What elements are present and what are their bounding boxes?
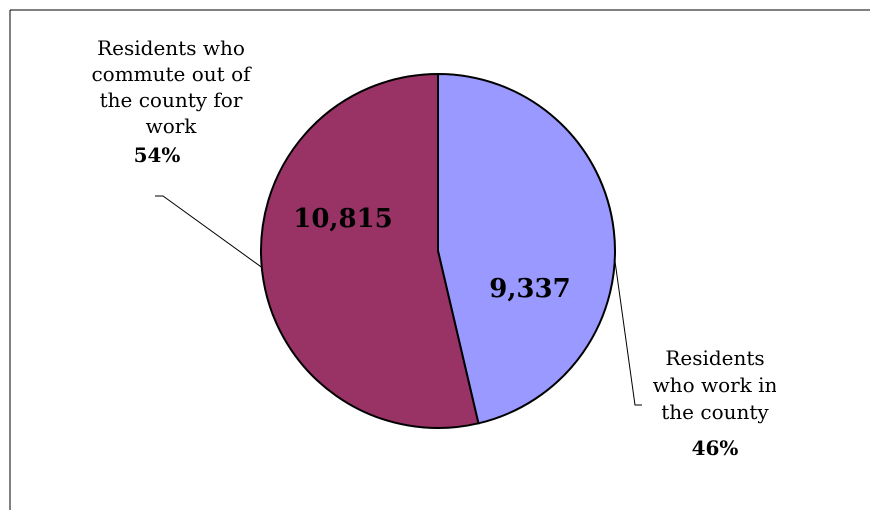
label-commute-out-line4: work (146, 114, 198, 138)
slice-work-in-county (437, 72, 616, 425)
label-commute-out-line2: commute out of (91, 62, 252, 86)
value-label-work-in-county: 9,337 (489, 274, 570, 304)
label-commute-out-line3: the county for (100, 88, 243, 112)
leader-line-commute-out (155, 195, 263, 268)
label-work-in-line2: who work in (653, 373, 778, 397)
label-work-in-line3: the county (661, 400, 769, 424)
leader-line-work-in-county (614, 259, 642, 406)
value-label-commute-out: 10,815 (293, 204, 393, 234)
slice-commute-out (260, 72, 480, 429)
label-work-in-percent: 46% (692, 436, 739, 460)
label-commute-out-percent: 54% (134, 143, 181, 167)
label-work-in-line1: Residents (665, 346, 764, 370)
label-commute-out-line1: Residents who (97, 36, 245, 60)
